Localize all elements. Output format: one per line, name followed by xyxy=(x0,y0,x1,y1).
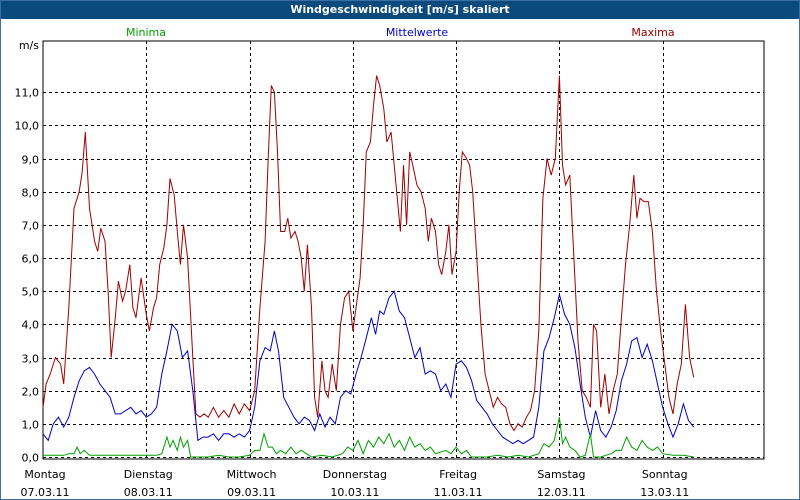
date-label: 10.03.11 xyxy=(330,486,379,499)
date-label: 08.03.11 xyxy=(124,486,173,499)
series-minima xyxy=(43,417,694,458)
plot-frame xyxy=(42,40,765,460)
day-label: Samstag xyxy=(537,468,585,481)
y-tick-label: 7,0 xyxy=(22,220,40,233)
y-tick-label: 8,0 xyxy=(22,187,40,200)
day-label: Sonntag xyxy=(642,468,688,481)
date-label: 09.03.11 xyxy=(227,486,276,499)
legend-maxima: Maxima xyxy=(631,26,674,39)
series-maxima xyxy=(42,75,695,432)
legend-mittelwerte: Mittelwerte xyxy=(386,26,449,39)
y-tick-label: 0,0 xyxy=(22,452,40,465)
y-tick-label: 5,0 xyxy=(22,286,40,299)
y-tick-label: 6,0 xyxy=(22,253,40,266)
date-label: 07.03.11 xyxy=(21,486,70,499)
y-axis-label: m/s xyxy=(19,39,39,52)
day-label: Donnerstag xyxy=(323,468,387,481)
y-tick-label: 10,0 xyxy=(15,120,40,133)
date-label: 12.03.11 xyxy=(537,486,586,499)
date-label: 11.03.11 xyxy=(434,486,483,499)
series-mittelwerte xyxy=(42,290,695,445)
axes: 0,0 1,0 2,0 3,0 4,0 5,0 6,0 7,0 8,0 9,0 10,0 11,0 m/… xyxy=(15,39,690,499)
y-tick-label: 9,0 xyxy=(22,154,40,167)
series-lines xyxy=(42,75,695,458)
day-label: Montag xyxy=(24,468,65,481)
y-tick-label: 4,0 xyxy=(22,319,40,332)
legend: Minima Mittelwerte Maxima xyxy=(126,26,675,39)
y-tick-label: 3,0 xyxy=(22,353,40,366)
day-label: Mittwoch xyxy=(227,468,277,481)
day-label: Freitag xyxy=(439,468,477,481)
window-title: Windgeschwindigkeit [m/s] skaliert xyxy=(1,1,799,19)
date-label: 13.03.11 xyxy=(640,486,689,499)
grid xyxy=(42,40,765,460)
y-tick-label: 1,0 xyxy=(22,419,40,432)
legend-minima: Minima xyxy=(126,26,166,39)
y-tick-label: 11,0 xyxy=(15,87,40,100)
y-tick-label: 2,0 xyxy=(22,386,40,399)
day-label: Dienstag xyxy=(124,468,173,481)
